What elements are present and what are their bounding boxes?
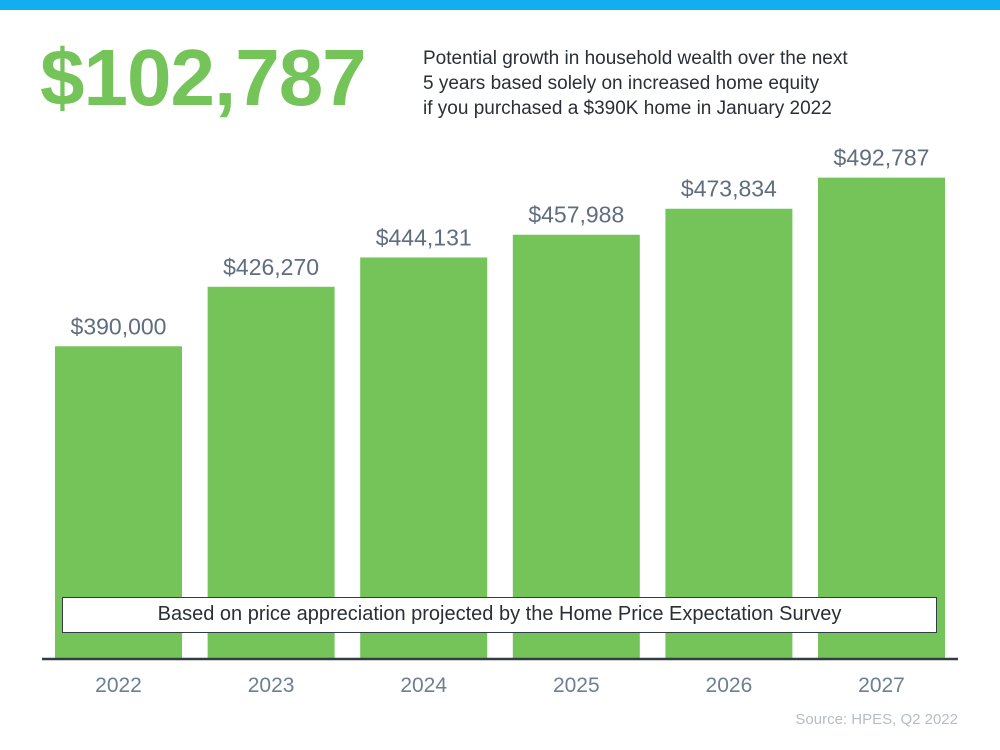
data-label: $473,834 [681,176,777,202]
source-text: Source: HPES, Q2 2022 [795,711,958,728]
subtitle-line: Potential growth in household wealth ove… [423,48,848,69]
top-accent-bar [0,0,1000,10]
x-tick-label: 2026 [706,674,753,697]
data-label: $426,270 [223,254,319,280]
chart-note: Based on price appreciation projected by… [62,597,937,633]
x-tick-label: 2025 [553,674,600,697]
x-tick-label: 2023 [248,674,295,697]
data-label: $390,000 [71,313,167,339]
bar-2023 [207,286,335,658]
x-tick-label: 2027 [858,674,905,697]
bar-2027 [818,177,945,658]
x-tick-label: 2024 [400,674,447,697]
data-label: $492,787 [834,145,930,171]
subtitle-line: 5 years based solely on increased home e… [423,73,820,94]
bar-2024 [360,257,488,658]
headline-value: $102,787 [40,33,367,122]
subtitle-line: if you purchased a $390K home in January… [423,98,832,119]
x-tick-label: 2022 [95,674,142,697]
subtitle: Potential growth in household wealth ove… [423,46,963,121]
data-label: $457,988 [528,202,624,228]
data-label: $444,131 [376,224,472,250]
bar-2026 [665,208,793,658]
bar-2025 [512,234,640,658]
